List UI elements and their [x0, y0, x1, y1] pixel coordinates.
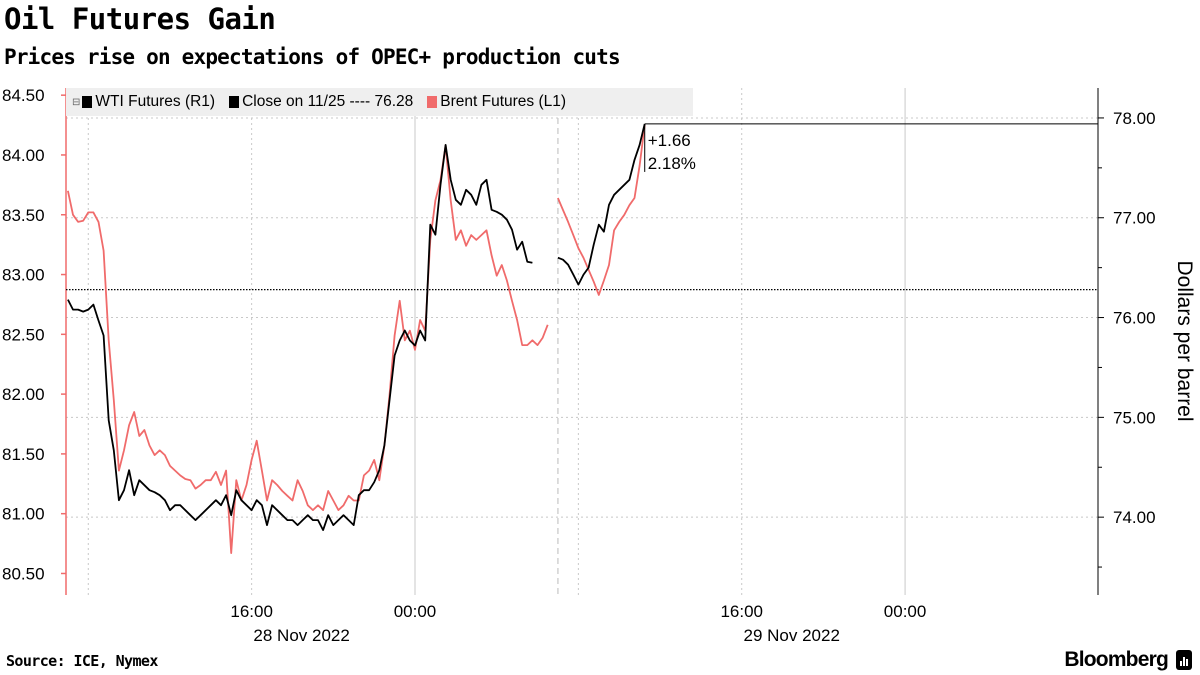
- legend-item-close[interactable]: Close on 11/25 ---- 76.28: [229, 93, 413, 111]
- source-note: Source: ICE, Nymex: [6, 652, 158, 670]
- change-annotation: +1.66: [648, 131, 691, 150]
- chart-title: Oil Futures Gain: [4, 2, 276, 36]
- percent-change-annotation: 2.18%: [648, 154, 696, 173]
- brent-swatch: [427, 96, 438, 108]
- x-date-label: 29 Nov 2022: [744, 626, 840, 645]
- legend-label-close: Close on 11/25 ---- 76.28: [242, 93, 414, 110]
- left-tick-label: 80.50: [2, 564, 45, 583]
- x-date-label: 28 Nov 2022: [253, 626, 349, 645]
- legend-item-brent[interactable]: Brent Futures (L1): [427, 93, 566, 111]
- left-tick-label: 81.00: [2, 505, 45, 524]
- bloomberg-logo: Bloomberg: [1064, 648, 1168, 671]
- x-tick-label: 16:00: [230, 602, 273, 621]
- right-axis-label: Dollars per barrel: [1173, 260, 1196, 421]
- right-tick-label: 78.00: [1113, 109, 1156, 128]
- legend-label-brent: Brent Futures (L1): [440, 93, 567, 110]
- left-tick-label: 82.50: [2, 325, 45, 344]
- chart-subtitle: Prices rise on expectations of OPEC+ pro…: [4, 45, 621, 69]
- left-tick-label: 82.00: [2, 385, 45, 404]
- x-tick-label: 16:00: [720, 602, 763, 621]
- close-swatch: [229, 96, 240, 108]
- right-tick-label: 75.00: [1113, 408, 1156, 427]
- legend-item-wti[interactable]: WTI Futures (R1): [82, 93, 215, 111]
- bloomberg-terminal-icon: [1176, 650, 1192, 670]
- left-tick-label: 81.50: [2, 445, 45, 464]
- left-tick-label: 83.50: [2, 206, 45, 225]
- wti-swatch: [82, 96, 93, 108]
- x-tick-label: 00:00: [884, 602, 927, 621]
- right-tick-label: 76.00: [1113, 309, 1156, 328]
- right-tick-label: 77.00: [1113, 209, 1156, 228]
- left-tick-label: 84.00: [2, 146, 45, 165]
- legend-label-wti: WTI Futures (R1): [95, 93, 216, 110]
- left-tick-label: 84.50: [2, 86, 45, 105]
- left-tick-label: 83.00: [2, 266, 45, 285]
- brent-series-line: [67, 124, 646, 554]
- right-tick-label: 74.00: [1113, 508, 1156, 527]
- legend-collapse-icon[interactable]: ⊟: [72, 96, 81, 108]
- legend: ⊟ WTI Futures (R1) Close on 11/25 ---- 7…: [66, 88, 693, 116]
- wti-series-line: [67, 123, 646, 531]
- x-tick-label: 00:00: [394, 602, 437, 621]
